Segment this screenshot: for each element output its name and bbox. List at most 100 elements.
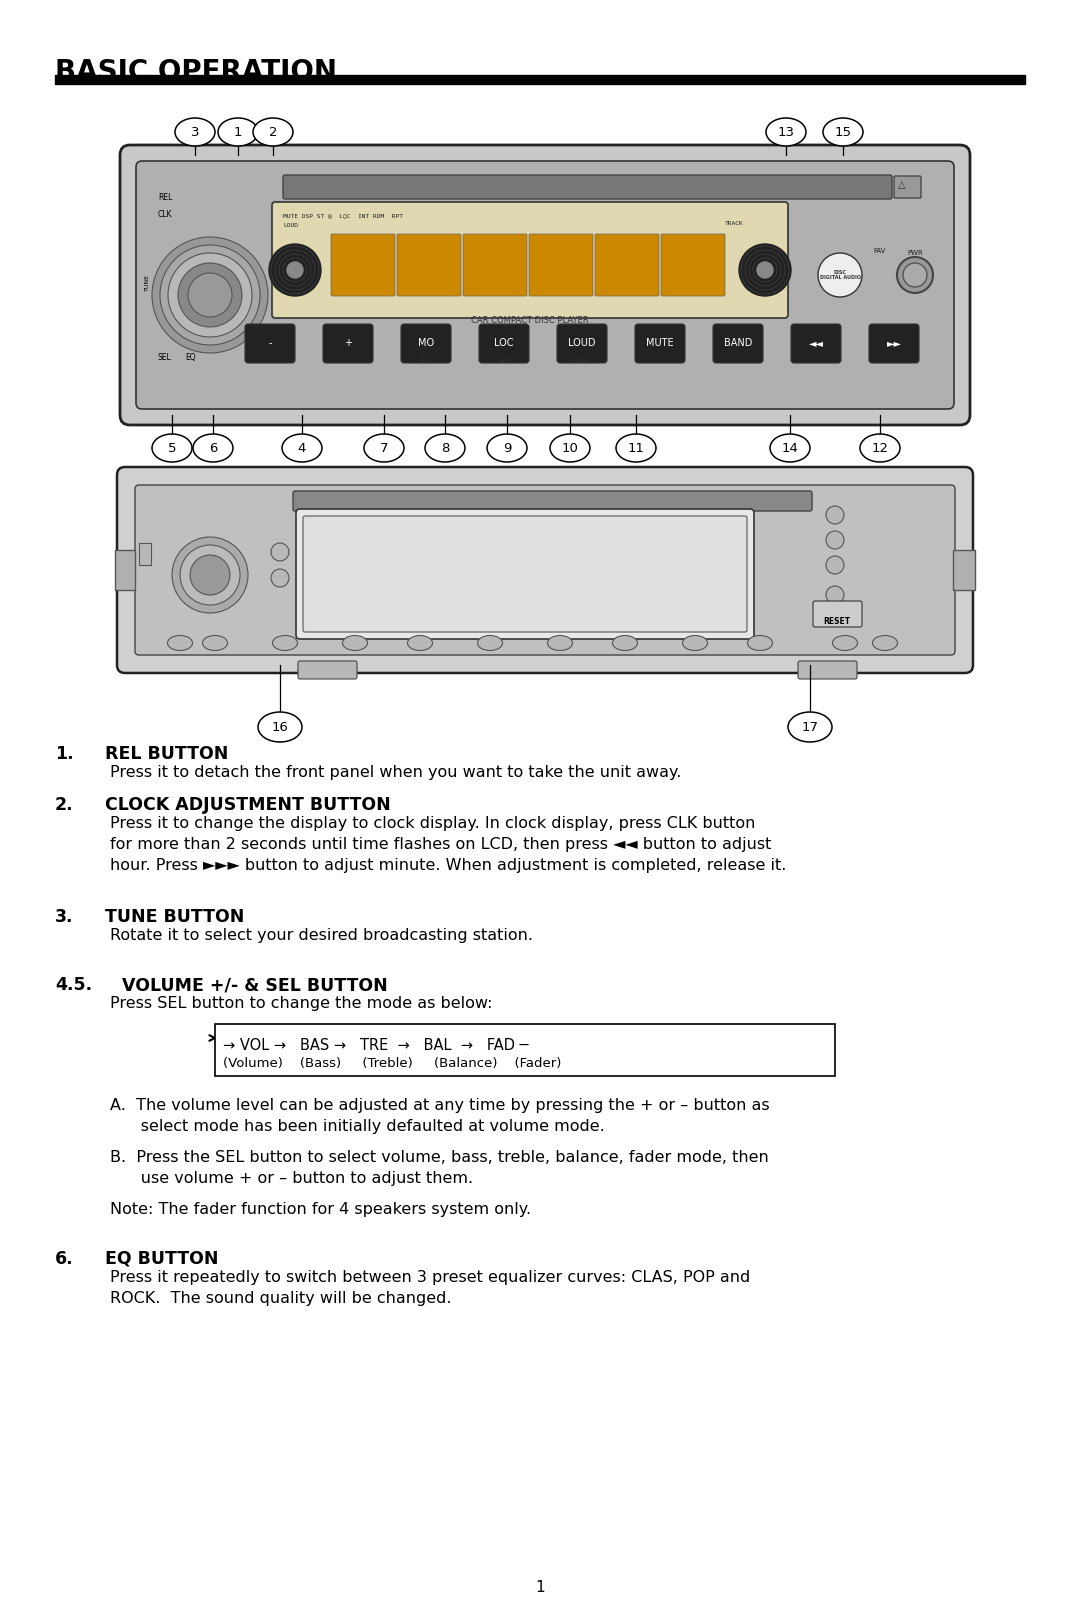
Text: CAR COMPACT DISC PLAYER: CAR COMPACT DISC PLAYER	[471, 316, 589, 325]
Circle shape	[826, 506, 843, 524]
Text: 6.: 6.	[55, 1251, 73, 1269]
Text: Note: The fader function for 4 speakers system only.: Note: The fader function for 4 speakers …	[110, 1202, 531, 1217]
Text: 17: 17	[801, 720, 819, 733]
Circle shape	[152, 236, 268, 353]
Text: 1: 1	[233, 126, 242, 139]
Ellipse shape	[860, 434, 900, 463]
FancyBboxPatch shape	[397, 235, 461, 296]
Text: 7: 7	[380, 442, 388, 455]
FancyBboxPatch shape	[120, 146, 970, 426]
Ellipse shape	[770, 434, 810, 463]
Text: A.  The volume level can be adjusted at any time by pressing the + or – button a: A. The volume level can be adjusted at a…	[110, 1099, 770, 1134]
Circle shape	[287, 262, 303, 278]
Ellipse shape	[477, 636, 502, 650]
Text: ◄◄: ◄◄	[809, 338, 824, 348]
FancyBboxPatch shape	[813, 600, 862, 628]
Circle shape	[269, 244, 321, 296]
Ellipse shape	[683, 636, 707, 650]
Circle shape	[897, 257, 933, 293]
Text: VOLUME +/- & SEL BUTTON: VOLUME +/- & SEL BUTTON	[110, 976, 388, 993]
Circle shape	[178, 264, 242, 327]
FancyBboxPatch shape	[323, 324, 373, 362]
Text: LOC: LOC	[495, 338, 514, 348]
Text: → VOL →   BAS →   TRE  →   BAL  →   FAD ─: → VOL → BAS → TRE → BAL → FAD ─	[222, 1039, 528, 1053]
Text: Press it to change the display to clock display. In clock display, press CLK but: Press it to change the display to clock …	[110, 815, 786, 874]
FancyBboxPatch shape	[595, 235, 659, 296]
Ellipse shape	[616, 434, 656, 463]
Text: △: △	[899, 180, 906, 189]
Ellipse shape	[282, 434, 322, 463]
FancyBboxPatch shape	[713, 324, 762, 362]
Text: CLK: CLK	[158, 210, 173, 218]
Text: -: -	[268, 338, 272, 348]
Ellipse shape	[193, 434, 233, 463]
Ellipse shape	[788, 712, 832, 743]
Text: FAV: FAV	[874, 248, 887, 254]
Text: 5: 5	[167, 442, 176, 455]
Circle shape	[271, 570, 289, 587]
Ellipse shape	[823, 118, 863, 146]
Text: Press it repeatedly to switch between 3 preset equalizer curves: CLAS, POP and
R: Press it repeatedly to switch between 3 …	[110, 1270, 751, 1306]
Text: CLOCK ADJUSTMENT BUTTON: CLOCK ADJUSTMENT BUTTON	[93, 796, 391, 814]
Ellipse shape	[272, 636, 297, 650]
Ellipse shape	[342, 636, 367, 650]
Text: TRACK: TRACK	[725, 222, 744, 227]
Circle shape	[188, 273, 232, 317]
Text: 8: 8	[441, 442, 449, 455]
Ellipse shape	[167, 636, 192, 650]
FancyBboxPatch shape	[661, 235, 725, 296]
FancyBboxPatch shape	[401, 324, 451, 362]
Circle shape	[180, 545, 240, 605]
Text: TUNE: TUNE	[145, 273, 150, 291]
FancyBboxPatch shape	[293, 490, 812, 511]
FancyBboxPatch shape	[117, 468, 973, 673]
Text: SEL: SEL	[158, 353, 172, 362]
Text: 6: 6	[208, 442, 217, 455]
FancyBboxPatch shape	[298, 662, 357, 680]
Ellipse shape	[487, 434, 527, 463]
Text: 12: 12	[872, 442, 889, 455]
Text: RPT: RPT	[498, 359, 510, 364]
Text: Press it to detach the front panel when you want to take the unit away.: Press it to detach the front panel when …	[110, 765, 681, 780]
Circle shape	[757, 262, 773, 278]
Text: INT: INT	[421, 359, 431, 364]
Circle shape	[826, 557, 843, 574]
Ellipse shape	[175, 118, 215, 146]
Text: 1.: 1.	[55, 744, 73, 764]
FancyBboxPatch shape	[480, 324, 529, 362]
FancyBboxPatch shape	[296, 510, 754, 639]
FancyBboxPatch shape	[245, 324, 295, 362]
Circle shape	[826, 531, 843, 549]
Text: 11: 11	[627, 442, 645, 455]
Text: 2.: 2.	[55, 796, 73, 814]
Ellipse shape	[364, 434, 404, 463]
Circle shape	[826, 586, 843, 604]
Text: BASIC OPERATION: BASIC OPERATION	[55, 58, 337, 86]
Bar	[114, 550, 135, 591]
Text: DISC
DIGITAL AUDIO: DISC DIGITAL AUDIO	[820, 270, 861, 280]
FancyBboxPatch shape	[869, 324, 919, 362]
Text: B.  Press the SEL button to select volume, bass, treble, balance, fader mode, th: B. Press the SEL button to select volume…	[110, 1150, 769, 1186]
Bar	[953, 550, 975, 591]
Text: EQ BUTTON: EQ BUTTON	[93, 1251, 218, 1269]
Circle shape	[160, 244, 260, 345]
Ellipse shape	[612, 636, 637, 650]
Text: EQ: EQ	[185, 353, 195, 362]
Text: 2: 2	[269, 126, 278, 139]
Text: 14: 14	[782, 442, 798, 455]
Ellipse shape	[203, 636, 228, 650]
Circle shape	[818, 252, 862, 298]
Ellipse shape	[253, 118, 293, 146]
Ellipse shape	[426, 434, 465, 463]
Bar	[215, 1024, 835, 1076]
Bar	[139, 544, 151, 565]
Ellipse shape	[152, 434, 192, 463]
FancyBboxPatch shape	[330, 235, 395, 296]
Ellipse shape	[873, 636, 897, 650]
FancyBboxPatch shape	[135, 485, 955, 655]
FancyBboxPatch shape	[798, 662, 858, 680]
Ellipse shape	[766, 118, 806, 146]
Text: PWR: PWR	[907, 251, 923, 256]
Text: RDM: RDM	[575, 359, 590, 364]
Text: RESET: RESET	[823, 616, 851, 626]
